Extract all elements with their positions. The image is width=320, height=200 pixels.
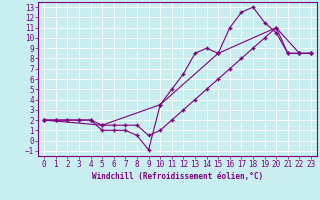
X-axis label: Windchill (Refroidissement éolien,°C): Windchill (Refroidissement éolien,°C) (92, 172, 263, 181)
